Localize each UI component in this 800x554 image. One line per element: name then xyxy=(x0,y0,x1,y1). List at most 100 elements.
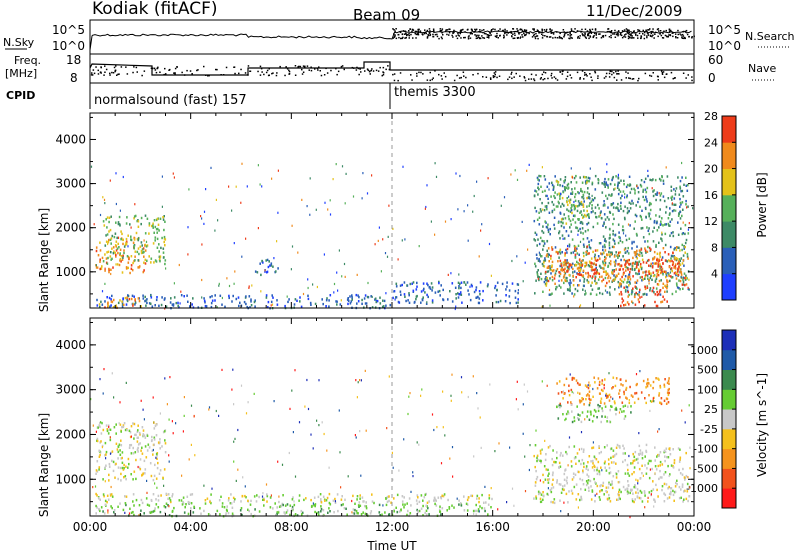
data-cell xyxy=(448,506,451,509)
nave-point xyxy=(109,72,111,75)
nsearch-point xyxy=(441,32,443,34)
data-cell xyxy=(655,483,657,487)
data-cell xyxy=(359,497,361,500)
data-cell xyxy=(513,504,515,507)
nave-point xyxy=(316,67,319,70)
data-cell xyxy=(671,255,674,258)
nsearch-point xyxy=(629,33,631,36)
nave-point xyxy=(360,71,362,73)
data-cell xyxy=(681,283,684,286)
data-cell xyxy=(599,211,602,214)
data-cell xyxy=(634,253,637,257)
nsearch-point xyxy=(566,31,569,34)
data-cell xyxy=(563,281,565,285)
nsearch-point xyxy=(440,36,443,38)
data-cell xyxy=(417,496,419,499)
data-cell xyxy=(122,424,125,427)
nsearch-point xyxy=(631,37,634,39)
data-cell xyxy=(135,498,138,502)
data-cell xyxy=(384,252,387,255)
data-cell xyxy=(303,498,305,502)
data-cell xyxy=(134,301,137,304)
data-cell xyxy=(617,241,620,245)
data-cell xyxy=(593,376,595,379)
data-cell xyxy=(478,255,480,258)
nave-point xyxy=(310,69,313,72)
data-cell xyxy=(210,493,212,496)
data-cell xyxy=(582,237,585,241)
data-cell xyxy=(155,218,158,222)
data-cell xyxy=(615,268,617,271)
data-cell xyxy=(543,240,545,243)
data-cell xyxy=(575,181,578,184)
nsearch-point xyxy=(394,30,396,32)
data-cell xyxy=(130,267,133,270)
data-cell xyxy=(349,302,352,305)
data-cell xyxy=(589,384,591,387)
data-cell xyxy=(95,472,97,475)
data-cell xyxy=(634,450,637,454)
data-cell xyxy=(250,298,252,301)
data-cell xyxy=(110,485,112,489)
data-cell xyxy=(365,302,368,305)
data-cell xyxy=(105,257,108,260)
nave-point xyxy=(340,65,343,68)
nave-point xyxy=(490,78,492,80)
data-cell xyxy=(183,396,185,399)
data-cell xyxy=(639,263,642,266)
nsearch-point xyxy=(446,29,449,31)
data-cell xyxy=(231,300,233,303)
data-cell xyxy=(456,497,458,500)
nsearch-point xyxy=(448,34,450,36)
data-cell xyxy=(641,457,644,460)
data-cell xyxy=(109,452,112,455)
nsearch-point xyxy=(503,36,505,38)
data-cell xyxy=(644,188,647,191)
data-cell xyxy=(673,266,676,269)
data-cell xyxy=(608,250,610,254)
data-cell xyxy=(598,207,600,210)
data-cell xyxy=(612,449,615,452)
data-cell xyxy=(649,287,652,290)
data-cell xyxy=(564,217,567,220)
data-cell xyxy=(546,276,548,280)
nsearch-point xyxy=(626,31,629,34)
data-cell xyxy=(591,207,593,210)
data-cell xyxy=(621,241,624,244)
data-cell xyxy=(671,292,674,296)
nsearch-point xyxy=(479,31,481,33)
data-cell xyxy=(188,188,190,191)
data-cell xyxy=(128,512,131,515)
data-cell xyxy=(594,279,596,283)
data-cell xyxy=(111,459,113,463)
nsearch-point xyxy=(504,32,506,35)
data-cell xyxy=(567,401,569,404)
data-cell xyxy=(631,265,633,268)
data-cell xyxy=(643,490,646,493)
data-cell xyxy=(422,504,424,508)
data-cell xyxy=(187,512,190,516)
nsearch-point xyxy=(573,30,575,33)
data-cell xyxy=(392,227,394,230)
colorbar-segment xyxy=(722,349,736,370)
nsearch-point xyxy=(601,35,604,37)
data-cell xyxy=(107,250,110,253)
data-cell xyxy=(591,490,594,493)
data-cell xyxy=(132,241,135,244)
colorbar-segment xyxy=(722,194,736,222)
data-cell xyxy=(133,295,135,298)
data-cell xyxy=(142,429,145,432)
data-cell xyxy=(577,191,579,194)
data-cell xyxy=(651,179,653,182)
data-cell xyxy=(278,500,280,504)
nsearch-point xyxy=(681,36,683,38)
data-cell xyxy=(328,492,331,496)
data-cell xyxy=(615,377,618,380)
data-cell xyxy=(586,191,589,194)
nave-point xyxy=(631,78,634,80)
data-cell xyxy=(106,428,109,431)
data-cell xyxy=(586,249,588,253)
data-cell xyxy=(648,264,650,267)
data-cell xyxy=(577,218,579,221)
data-cell xyxy=(620,290,622,294)
